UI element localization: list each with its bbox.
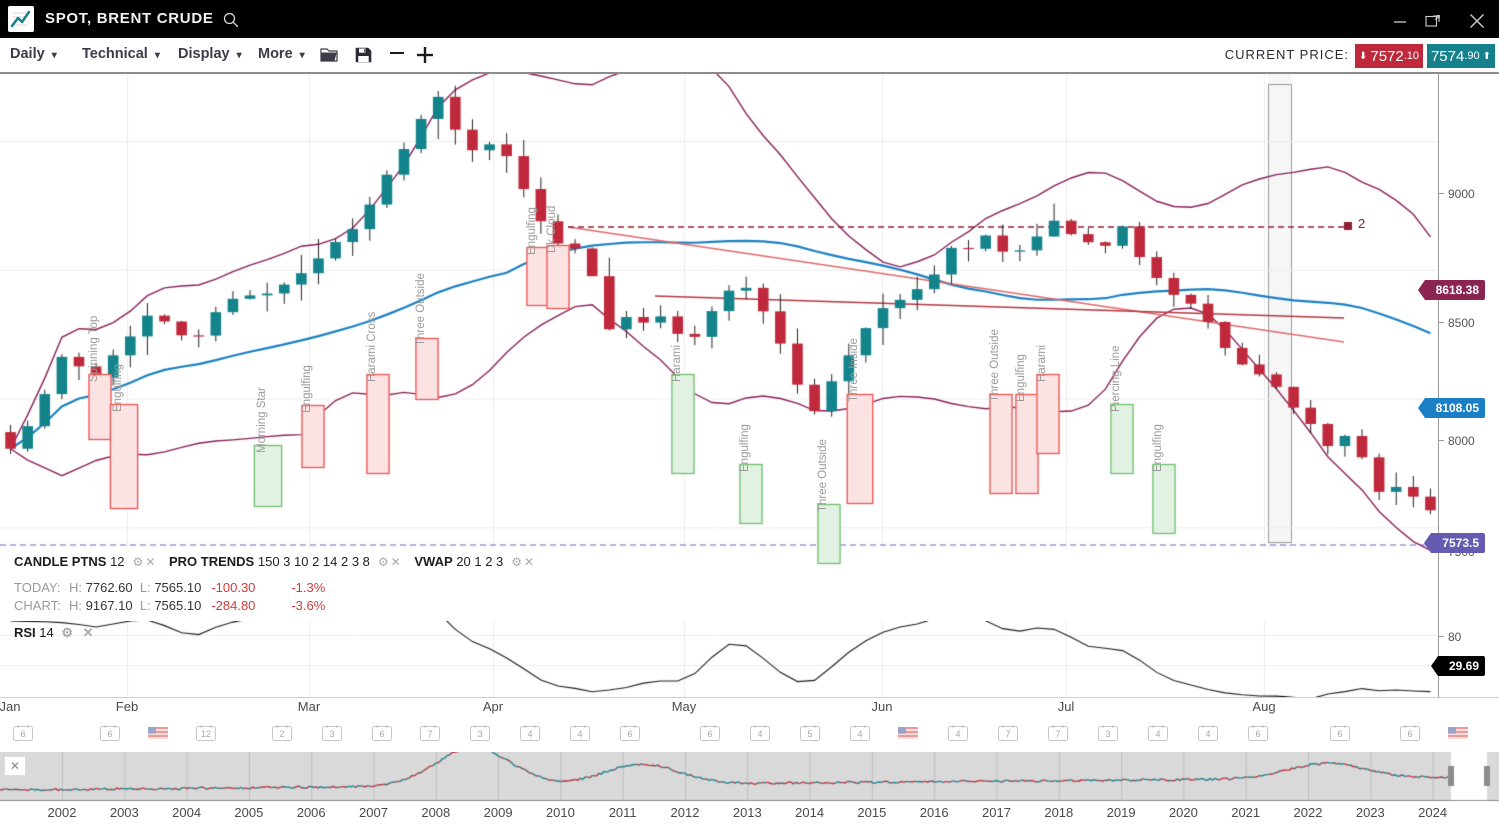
svg-text:12: 12 — [201, 729, 211, 739]
svg-text:4: 4 — [577, 729, 582, 739]
svg-text:6: 6 — [20, 729, 25, 739]
svg-text:6: 6 — [107, 729, 112, 739]
svg-text:4: 4 — [1155, 729, 1160, 739]
svg-text:4: 4 — [527, 729, 532, 739]
svg-text:6: 6 — [1337, 729, 1342, 739]
svg-text:4: 4 — [1205, 729, 1210, 739]
svg-text:7: 7 — [427, 729, 432, 739]
svg-text:4: 4 — [757, 729, 762, 739]
svg-text:6: 6 — [1407, 729, 1412, 739]
svg-text:2: 2 — [279, 729, 284, 739]
svg-text:4: 4 — [857, 729, 862, 739]
svg-text:7: 7 — [1005, 729, 1010, 739]
svg-text:5: 5 — [807, 729, 812, 739]
svg-text:6: 6 — [379, 729, 384, 739]
svg-text:7: 7 — [1055, 729, 1060, 739]
svg-text:6: 6 — [1255, 729, 1260, 739]
svg-text:4: 4 — [955, 729, 960, 739]
svg-text:3: 3 — [477, 729, 482, 739]
svg-text:6: 6 — [707, 729, 712, 739]
svg-text:3: 3 — [1105, 729, 1110, 739]
svg-text:6: 6 — [627, 729, 632, 739]
svg-text:3: 3 — [329, 729, 334, 739]
